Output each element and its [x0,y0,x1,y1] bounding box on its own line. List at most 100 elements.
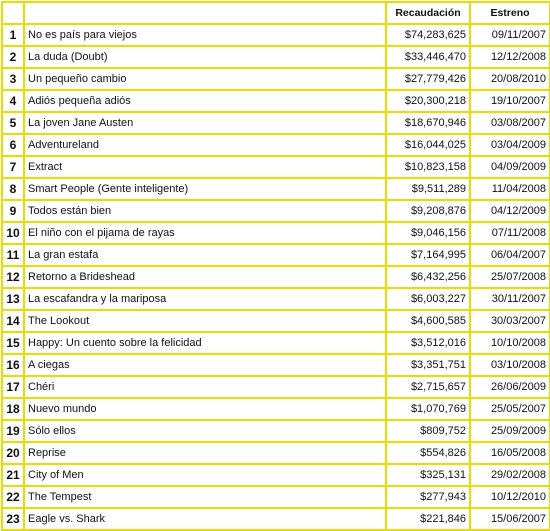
row-gross: $10,823,158 [385,155,471,179]
table-row: 12 Retorno a Brideshead $6,432,256 25/07/20… [1,265,550,289]
table-row: 21 City of Men $325,131 29/02/2008 [1,463,550,487]
table-row: 10 El niño con el pijama de rayas $9,046,1… [1,221,550,245]
row-title: The Lookout [23,309,387,333]
row-gross: $554,826 [385,441,471,465]
table-row: 16 A ciegas $3,351,751 03/10/2008 [1,353,550,377]
row-release: 26/06/2009 [469,375,550,399]
table-row: 22 The Tempest $277,943 10/12/2010 [1,485,550,509]
row-gross: $27,779,426 [385,67,471,91]
row-rank: 18 [1,397,25,421]
row-gross: $221,846 [385,507,471,531]
row-title: Smart People (Gente inteligente) [23,177,387,201]
row-rank: 12 [1,265,25,289]
row-release: 03/04/2009 [469,133,550,157]
row-rank: 20 [1,441,25,465]
row-title: Retorno a Brideshead [23,265,387,289]
row-title: City of Men [23,463,387,487]
row-rank: 9 [1,199,25,223]
header-row: Recaudación Estreno [1,1,550,25]
row-rank: 16 [1,353,25,377]
row-release: 10/10/2008 [469,331,550,355]
row-title: Adventureland [23,133,387,157]
table-row: 1 No es país para viejos $74,283,625 09/11/… [1,23,550,47]
table-row: 4 Adiós pequeña adiós $20,300,218 19/10/200… [1,89,550,113]
row-release: 20/08/2010 [469,67,550,91]
row-release: 04/09/2009 [469,155,550,179]
table-row: 2 La duda (Doubt) $33,446,470 12/12/2008 [1,45,550,69]
row-rank: 7 [1,155,25,179]
table-row: 11 La gran estafa $7,164,995 06/04/2007 [1,243,550,267]
table-row: 17 Chéri $2,715,657 26/06/2009 [1,375,550,399]
row-gross: $2,715,657 [385,375,471,399]
row-rank: 10 [1,221,25,245]
table-row: 5 La joven Jane Austen $18,670,946 03/08/20… [1,111,550,135]
row-gross: $3,512,016 [385,331,471,355]
table-row: 18 Nuevo mundo $1,070,769 25/05/2007 [1,397,550,421]
row-rank: 5 [1,111,25,135]
row-release: 04/12/2009 [469,199,550,223]
row-release: 25/05/2007 [469,397,550,421]
row-rank: 13 [1,287,25,311]
row-release: 07/11/2008 [469,221,550,245]
table-row: 19 Sólo ellos $809,752 25/09/2009 [1,419,550,443]
row-rank: 15 [1,331,25,355]
row-title: Un pequeño cambio [23,67,387,91]
row-release: 06/04/2007 [469,243,550,267]
row-release: 12/12/2008 [469,45,550,69]
row-rank: 14 [1,309,25,333]
header-rank [1,1,25,25]
row-gross: $4,600,585 [385,309,471,333]
table-row: 13 La escafandra y la mariposa $6,003,227 3… [1,287,550,311]
row-gross: $18,670,946 [385,111,471,135]
table-body: 1 No es país para viejos $74,283,625 09/11/… [1,23,550,531]
row-title: La duda (Doubt) [23,45,387,69]
row-title: The Tempest [23,485,387,509]
row-rank: 6 [1,133,25,157]
row-release: 29/02/2008 [469,463,550,487]
row-gross: $277,943 [385,485,471,509]
row-gross: $16,044,025 [385,133,471,157]
row-title: Sólo ellos [23,419,387,443]
header-title [23,1,387,25]
row-release: 09/11/2007 [469,23,550,47]
table-row: 23 Eagle vs. Shark $221,846 15/06/2007 [1,507,550,531]
row-release: 11/04/2008 [469,177,550,201]
row-rank: 4 [1,89,25,113]
row-release: 19/10/2007 [469,89,550,113]
row-title: Eagle vs. Shark [23,507,387,531]
row-rank: 23 [1,507,25,531]
row-gross: $9,511,289 [385,177,471,201]
row-rank: 19 [1,419,25,443]
row-title: El niño con el pijama de rayas [23,221,387,245]
row-gross: $9,208,876 [385,199,471,223]
table-row: 9 Todos están bien $9,208,876 04/12/2009 [1,199,550,223]
table-row: 8 Smart People (Gente inteligente) $9,511,… [1,177,550,201]
row-title: La escafandra y la mariposa [23,287,387,311]
row-gross: $33,446,470 [385,45,471,69]
header-release: Estreno [469,1,550,25]
row-gross: $809,752 [385,419,471,443]
row-gross: $20,300,218 [385,89,471,113]
row-rank: 11 [1,243,25,267]
row-title: La joven Jane Austen [23,111,387,135]
row-release: 10/12/2010 [469,485,550,509]
row-release: 30/11/2007 [469,287,550,311]
row-rank: 21 [1,463,25,487]
row-rank: 22 [1,485,25,509]
row-rank: 2 [1,45,25,69]
row-release: 25/07/2008 [469,265,550,289]
table-row: 15 Happy: Un cuento sobre la felicidad $3,… [1,331,550,355]
row-title: Reprise [23,441,387,465]
table-row: 14 The Lookout $4,600,585 30/03/2007 [1,309,550,333]
row-title: A ciegas [23,353,387,377]
row-gross: $74,283,625 [385,23,471,47]
row-rank: 17 [1,375,25,399]
row-release: 03/10/2008 [469,353,550,377]
row-release: 15/06/2007 [469,507,550,531]
row-rank: 3 [1,67,25,91]
row-release: 30/03/2007 [469,309,550,333]
row-release: 16/05/2008 [469,441,550,465]
row-release: 25/09/2009 [469,419,550,443]
row-title: Chéri [23,375,387,399]
row-title: Happy: Un cuento sobre la felicidad [23,331,387,355]
